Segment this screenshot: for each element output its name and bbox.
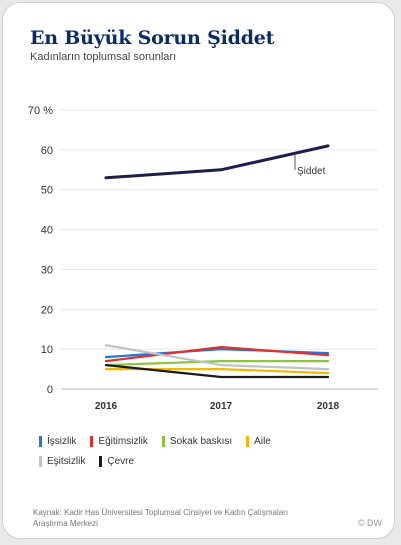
legend-row: İşsizlik Eğitimsizlik Sokak baskısı Aile [39, 431, 389, 451]
y-tick-label: 30 [41, 264, 53, 276]
legend-swatch [161, 435, 165, 447]
legend-label: Sokak baskısı [169, 435, 233, 447]
annotation-label: Şiddet [297, 166, 326, 177]
legend-row: Eşitsizlik Çevre [39, 451, 389, 471]
y-tick-label: 0 [47, 384, 53, 396]
chart-subtitle: Kadınların toplumsal sorunları [30, 51, 177, 63]
series-line [104, 368, 330, 375]
legend-label: İşsizlik [47, 435, 77, 447]
legend-swatch [246, 435, 250, 447]
line-chart: 70 % 60 50 40 30 20 10 0 2016 2017 2018 Şiddet [28, 105, 378, 412]
source-note: Kaynak: Kadir Has Üniversitesi Toplumsal… [33, 508, 289, 528]
legend-item: Çevre [99, 455, 135, 467]
legend-label: Çevre [107, 455, 135, 467]
chart-title: En Büyük Sorun Şiddet [30, 27, 275, 49]
y-tick-label: 50 [41, 185, 53, 197]
legend-label: Aile [254, 435, 271, 447]
legend-swatch [90, 435, 94, 447]
chart-card: En Büyük Sorun Şiddet Kadınların toplums… [2, 2, 395, 539]
legend-item: Sokak baskısı [161, 435, 233, 447]
y-tick-label: 20 [41, 304, 53, 316]
series-line [104, 364, 330, 379]
series-line [104, 360, 330, 367]
series-line [104, 144, 330, 180]
y-tick-label: 40 [41, 225, 53, 237]
series-line [104, 346, 330, 363]
dw-credit: © DW [357, 518, 382, 528]
legend-swatch [99, 455, 103, 467]
legend-label: Eşitsizlik [47, 455, 86, 467]
y-tick-label: 10 [41, 344, 53, 356]
legend-swatch [39, 435, 42, 447]
x-tick-label: 2017 [210, 401, 233, 412]
y-tick-label: 60 [41, 145, 53, 157]
legend-item: Aile [246, 435, 271, 447]
x-tick-label: 2018 [317, 401, 340, 412]
legend-label: Eğitimsizlik [98, 435, 148, 447]
legend-item: Eğitimsizlik [90, 435, 148, 447]
x-tick-label: 2016 [95, 401, 118, 412]
y-tick-label: 70 % [28, 105, 53, 117]
series-line [104, 344, 330, 371]
legend-item: İşsizlik [39, 435, 77, 447]
legend-swatch [39, 455, 42, 467]
legend-item: Eşitsizlik [39, 455, 86, 467]
legend: İşsizlik Eğitimsizlik Sokak baskısı Aile Eşi… [39, 431, 389, 471]
